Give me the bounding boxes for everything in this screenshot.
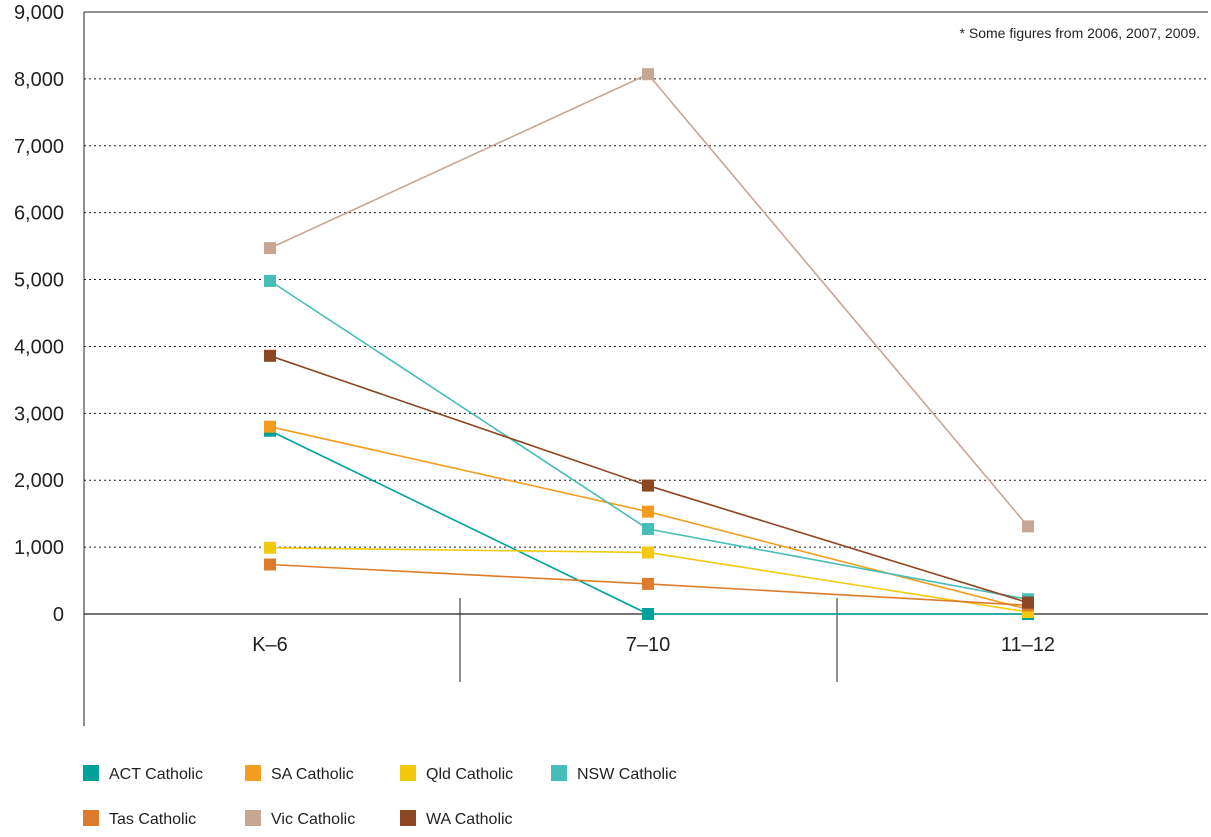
data-point [264,274,276,287]
x-axis-ticks: K–6 7–10 11–12 [252,634,1055,656]
legend-label: WA Catholic [426,811,513,828]
y-tick-label: 2,000 [14,470,64,492]
series-wa-catholic [264,349,1034,609]
legend-swatch [400,765,416,781]
data-point [642,608,654,620]
data-point [264,541,276,554]
data-point [642,546,654,559]
series-act-catholic [264,424,1034,620]
legend-item-qld-catholic: Qld Catholic [400,765,513,783]
y-tick-label: 7,000 [14,136,64,158]
legend-swatch [83,765,99,781]
legend-item-sa-catholic: SA Catholic [245,765,354,783]
legend-label: SA Catholic [271,766,354,783]
series-lines [264,68,1034,620]
legend-swatch [245,765,261,781]
data-point [642,505,654,518]
data-point [1022,520,1034,533]
data-point [642,523,654,536]
chart-note: * Some figures from 2006, 2007, 2009. [960,25,1200,41]
legend-item-wa-catholic: WA Catholic [400,810,513,828]
legend-swatch [245,810,261,826]
y-tick-label: 1,000 [14,537,64,559]
series-vic-catholic [264,68,1034,533]
data-point [264,558,276,571]
legend: ACT Catholic SA Catholic Qld Catholic NSW C… [83,765,677,828]
data-point [1022,596,1034,609]
y-tick-label: 8,000 [14,69,64,91]
y-tick-label: 0 [53,604,64,626]
data-point [264,420,276,433]
legend-swatch [551,765,567,781]
data-point [642,479,654,492]
legend-label: ACT Catholic [109,766,203,783]
series-qld-catholic [264,541,1034,618]
series-tas-catholic [264,558,1034,612]
legend-item-vic-catholic: Vic Catholic [245,810,355,828]
legend-label: Tas Catholic [109,811,196,828]
legend-label: Vic Catholic [271,811,355,828]
legend-item-nsw-catholic: NSW Catholic [551,765,677,783]
y-tick-label: 9,000 [14,2,64,24]
y-tick-label: 4,000 [14,336,64,358]
x-tick-label: K–6 [252,634,288,656]
data-point [264,242,276,255]
data-point [264,349,276,362]
gridlines [84,78,1208,548]
legend-label: NSW Catholic [577,766,677,783]
series-line [269,73,1029,527]
legend-swatch [400,810,416,826]
y-tick-label: 3,000 [14,403,64,425]
legend-label: Qld Catholic [426,766,513,783]
x-tick-label: 11–12 [1001,634,1055,656]
legend-swatch [83,810,99,826]
data-point [642,68,654,81]
data-point [642,577,654,590]
series-line [269,355,1029,604]
y-tick-label: 6,000 [14,203,64,225]
legend-item-act-catholic: ACT Catholic [83,765,203,783]
x-tick-label: 7–10 [626,634,671,656]
y-axis-ticks: 0 1,000 2,000 3,000 4,000 5,000 6,000 7,000 8,00… [14,2,64,626]
y-tick-label: 5,000 [14,270,64,292]
legend-item-tas-catholic: Tas Catholic [83,810,196,828]
